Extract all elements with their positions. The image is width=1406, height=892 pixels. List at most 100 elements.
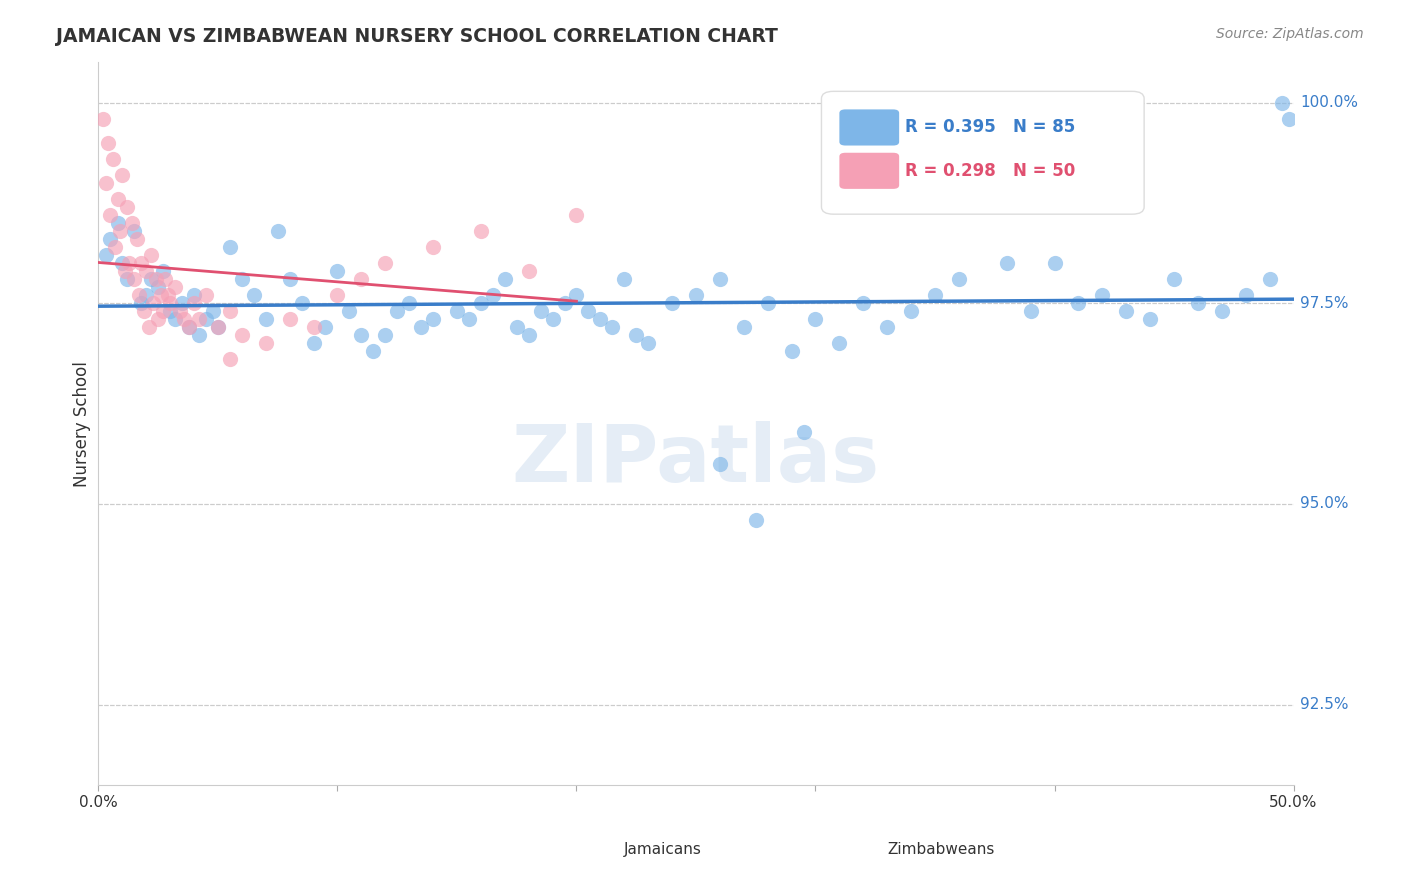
Point (541, 312, 564, 326)
Point (470, 296, 492, 310)
Point (163, 280, 186, 294)
Point (804, 312, 827, 326)
FancyBboxPatch shape (821, 91, 1144, 214)
Point (179, 320, 201, 334)
Point (685, 288, 707, 302)
Point (385, 304, 409, 318)
Point (1211, 304, 1233, 318)
Point (578, 304, 600, 318)
Point (118, 256, 141, 270)
Point (793, 425, 815, 439)
Point (107, 216, 129, 230)
Text: JAMAICAN VS ZIMBABWEAN NURSERY SCHOOL CORRELATION CHART: JAMAICAN VS ZIMBABWEAN NURSERY SCHOOL CO… (56, 27, 778, 45)
Point (148, 280, 170, 294)
Point (98, 232, 122, 246)
Text: R = 0.298   N = 50: R = 0.298 N = 50 (905, 161, 1076, 180)
Point (302, 320, 325, 334)
Point (302, 336, 325, 351)
Text: 92.5%: 92.5% (1301, 698, 1348, 712)
Point (207, 320, 229, 334)
Point (254, 312, 277, 326)
Point (142, 296, 165, 310)
Point (108, 224, 131, 238)
Point (1271, 95, 1294, 110)
Point (589, 312, 612, 326)
Point (195, 312, 218, 326)
Point (179, 320, 201, 334)
Point (124, 224, 146, 238)
Point (1019, 304, 1042, 318)
Point (187, 312, 209, 326)
Point (101, 152, 124, 166)
Point (565, 288, 588, 302)
Point (159, 304, 181, 318)
Point (107, 192, 129, 206)
Text: Zimbabweans: Zimbabweans (887, 842, 994, 857)
Point (1067, 296, 1090, 310)
Point (745, 513, 768, 527)
Point (326, 264, 349, 278)
Point (756, 296, 779, 310)
Point (111, 256, 134, 270)
Point (1258, 272, 1281, 286)
FancyBboxPatch shape (835, 833, 879, 863)
Point (278, 312, 301, 326)
Point (506, 320, 529, 334)
Point (411, 320, 433, 334)
Point (339, 304, 361, 318)
Point (139, 272, 162, 286)
Point (97, 136, 120, 150)
Point (709, 272, 731, 286)
Point (152, 304, 174, 318)
Point (131, 256, 153, 270)
Point (602, 320, 624, 334)
Point (219, 304, 242, 318)
Point (948, 272, 970, 286)
Text: 95.0%: 95.0% (1301, 497, 1348, 511)
Point (155, 272, 177, 286)
Point (183, 296, 205, 310)
Point (1234, 288, 1257, 302)
Point (125, 232, 148, 246)
Point (326, 288, 349, 302)
Point (350, 328, 373, 343)
Point (128, 288, 150, 302)
Point (422, 240, 444, 254)
Point (278, 272, 301, 286)
Point (661, 296, 683, 310)
Point (135, 264, 157, 278)
Point (458, 312, 481, 326)
Point (637, 336, 659, 351)
FancyBboxPatch shape (572, 833, 616, 863)
Point (374, 328, 396, 343)
Point (149, 288, 172, 302)
Text: ZIPatlas: ZIPatlas (512, 421, 880, 499)
Point (195, 288, 218, 302)
Point (374, 256, 396, 270)
Point (219, 352, 242, 367)
Point (626, 328, 648, 343)
Point (780, 344, 803, 359)
Point (173, 312, 195, 326)
Point (494, 272, 516, 286)
FancyBboxPatch shape (839, 110, 900, 145)
Point (613, 272, 636, 286)
Point (1187, 296, 1209, 310)
Point (291, 296, 314, 310)
Point (924, 288, 946, 302)
Point (446, 304, 468, 318)
Point (115, 200, 138, 214)
FancyBboxPatch shape (839, 153, 900, 189)
Point (131, 296, 153, 310)
Point (152, 264, 174, 278)
Point (398, 296, 420, 310)
Point (163, 312, 186, 326)
Point (114, 264, 136, 278)
Point (183, 288, 205, 302)
Point (1091, 288, 1114, 302)
Point (422, 312, 444, 326)
Point (91, 112, 114, 126)
Point (267, 224, 290, 238)
Point (828, 336, 851, 351)
Point (733, 320, 755, 334)
